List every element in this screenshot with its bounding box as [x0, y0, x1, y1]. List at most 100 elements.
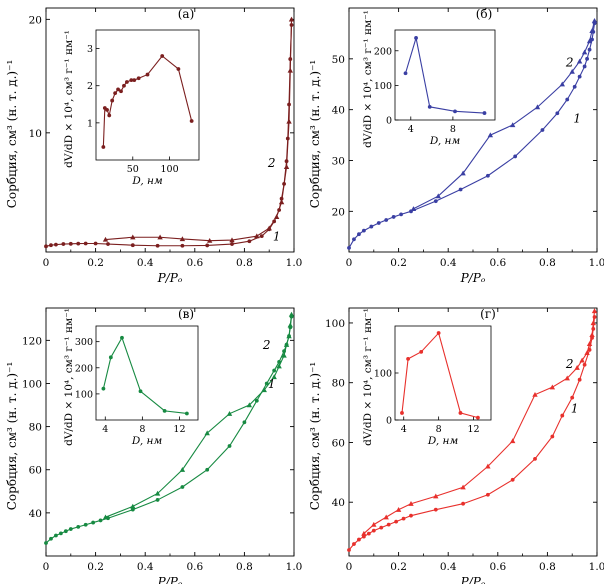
data-point: [540, 128, 545, 132]
data-point: [266, 225, 272, 231]
inset-x-axis-label: D, нм: [427, 435, 458, 447]
inset-y-axis-label: dV/dD × 10⁴, см³ г⁻¹ нм⁻¹: [362, 308, 374, 446]
data-point: [204, 430, 210, 436]
inset-x-tick-label: 8: [139, 424, 145, 435]
data-point: [572, 84, 577, 89]
data-point: [560, 413, 565, 418]
data-point: [577, 74, 582, 79]
data-point: [410, 206, 417, 211]
data-point: [102, 236, 109, 242]
inset-x-tick-label: 50: [127, 164, 139, 175]
data-point: [283, 341, 290, 347]
data-point: [93, 241, 98, 246]
x-tick-label: 1.0: [589, 257, 604, 269]
data-point: [254, 398, 259, 403]
data-point: [180, 485, 185, 489]
inset-chart: 4 8 12 100 200 300 D, нм dV/dD × 10⁴, см³ г⁻¹ н…: [63, 308, 199, 447]
curve-label: 2: [262, 338, 271, 352]
inset-data-point: [122, 83, 126, 88]
inset-data-point: [184, 411, 189, 416]
data-point: [582, 64, 587, 69]
data-point: [83, 522, 88, 527]
data-point: [574, 365, 580, 370]
inset-data-point: [453, 109, 457, 114]
inset-data-point: [162, 408, 167, 413]
inset-data-point: [458, 411, 463, 415]
data-point: [180, 243, 185, 248]
data-point: [534, 104, 541, 110]
data-point: [206, 237, 213, 243]
curve-label: 1: [573, 111, 581, 125]
inset-frame: [95, 29, 200, 161]
data-point: [485, 173, 490, 178]
inset-line: [401, 331, 479, 419]
inset-data-point: [120, 335, 124, 340]
x-tick-label: 0.8: [236, 257, 253, 269]
data-point: [513, 154, 518, 159]
data-point: [179, 467, 186, 472]
panel-label: (г): [480, 307, 496, 321]
inset-data-point: [400, 411, 404, 415]
y-tick-label: 10: [29, 128, 42, 140]
series-line: [105, 19, 293, 242]
y-axis-label: Сорбция, см³ (н. т. д.)⁻¹: [5, 362, 19, 511]
data-point: [273, 214, 280, 219]
inset-data-point: [176, 67, 181, 71]
curve-label: 1: [571, 402, 579, 416]
x-axis-label: P/Pₒ: [157, 271, 183, 285]
x-tick-label: 1.0: [286, 561, 303, 573]
data-point: [589, 332, 595, 338]
data-point: [352, 237, 356, 242]
inset-data-point: [108, 355, 113, 360]
data-point: [569, 68, 575, 74]
inset-y-axis-label: dV/dD × 10⁴, см³ г⁻¹ нм⁻¹: [63, 308, 75, 446]
data-point: [533, 456, 537, 461]
data-point: [230, 242, 234, 246]
data-point: [409, 513, 413, 518]
data-point: [559, 81, 565, 87]
data-point: [582, 362, 587, 367]
curve-label: 2: [267, 156, 276, 170]
data-point: [226, 410, 233, 416]
series-2: [361, 308, 598, 536]
y-tick-label: 20: [29, 14, 42, 26]
data-point: [281, 352, 287, 358]
inset-y-tick-label: 200: [374, 46, 392, 57]
x-tick-label: 0: [346, 257, 353, 269]
data-point: [585, 56, 589, 61]
x-tick-label: 0.4: [137, 257, 154, 269]
data-point: [401, 516, 406, 521]
inset-data-point: [482, 111, 487, 115]
y-axis-label: Сорбция, см³ (н. т. д.)⁻¹: [308, 362, 322, 511]
data-point: [460, 170, 466, 176]
inset-y-tick-label: 1: [87, 118, 93, 129]
x-axis-label: P/Pₒ: [157, 575, 183, 584]
inset-data-point: [145, 72, 150, 77]
inset-y-tick-label: 200: [75, 363, 93, 374]
y-tick-label: 50: [332, 54, 345, 66]
x-tick-label: 1.0: [589, 561, 604, 573]
panel-label: (а): [178, 7, 195, 21]
y-tick-label: 40: [332, 105, 345, 117]
inset-line: [102, 336, 187, 415]
data-point: [584, 350, 590, 355]
data-point: [549, 384, 556, 390]
inset-x-tick-label: 8: [436, 424, 442, 435]
inset-y-axis-label: dV/dD × 10⁴, см³ г⁻¹ нм⁻¹: [63, 30, 75, 168]
y-tick-label: 30: [332, 156, 345, 168]
data-point: [54, 242, 58, 247]
inset-data-point: [125, 80, 129, 84]
y-tick-label: 100: [325, 318, 345, 330]
data-point: [179, 236, 186, 242]
inset-data-point: [476, 415, 480, 420]
inset-data-point: [436, 331, 441, 335]
data-point: [242, 420, 247, 425]
data-point: [461, 501, 465, 506]
inset-frame: [394, 325, 492, 421]
inset-data-point: [101, 386, 106, 391]
data-point: [391, 215, 396, 219]
data-point: [157, 234, 163, 240]
data-point: [54, 533, 58, 538]
data-point: [352, 542, 356, 546]
data-point: [205, 467, 210, 472]
